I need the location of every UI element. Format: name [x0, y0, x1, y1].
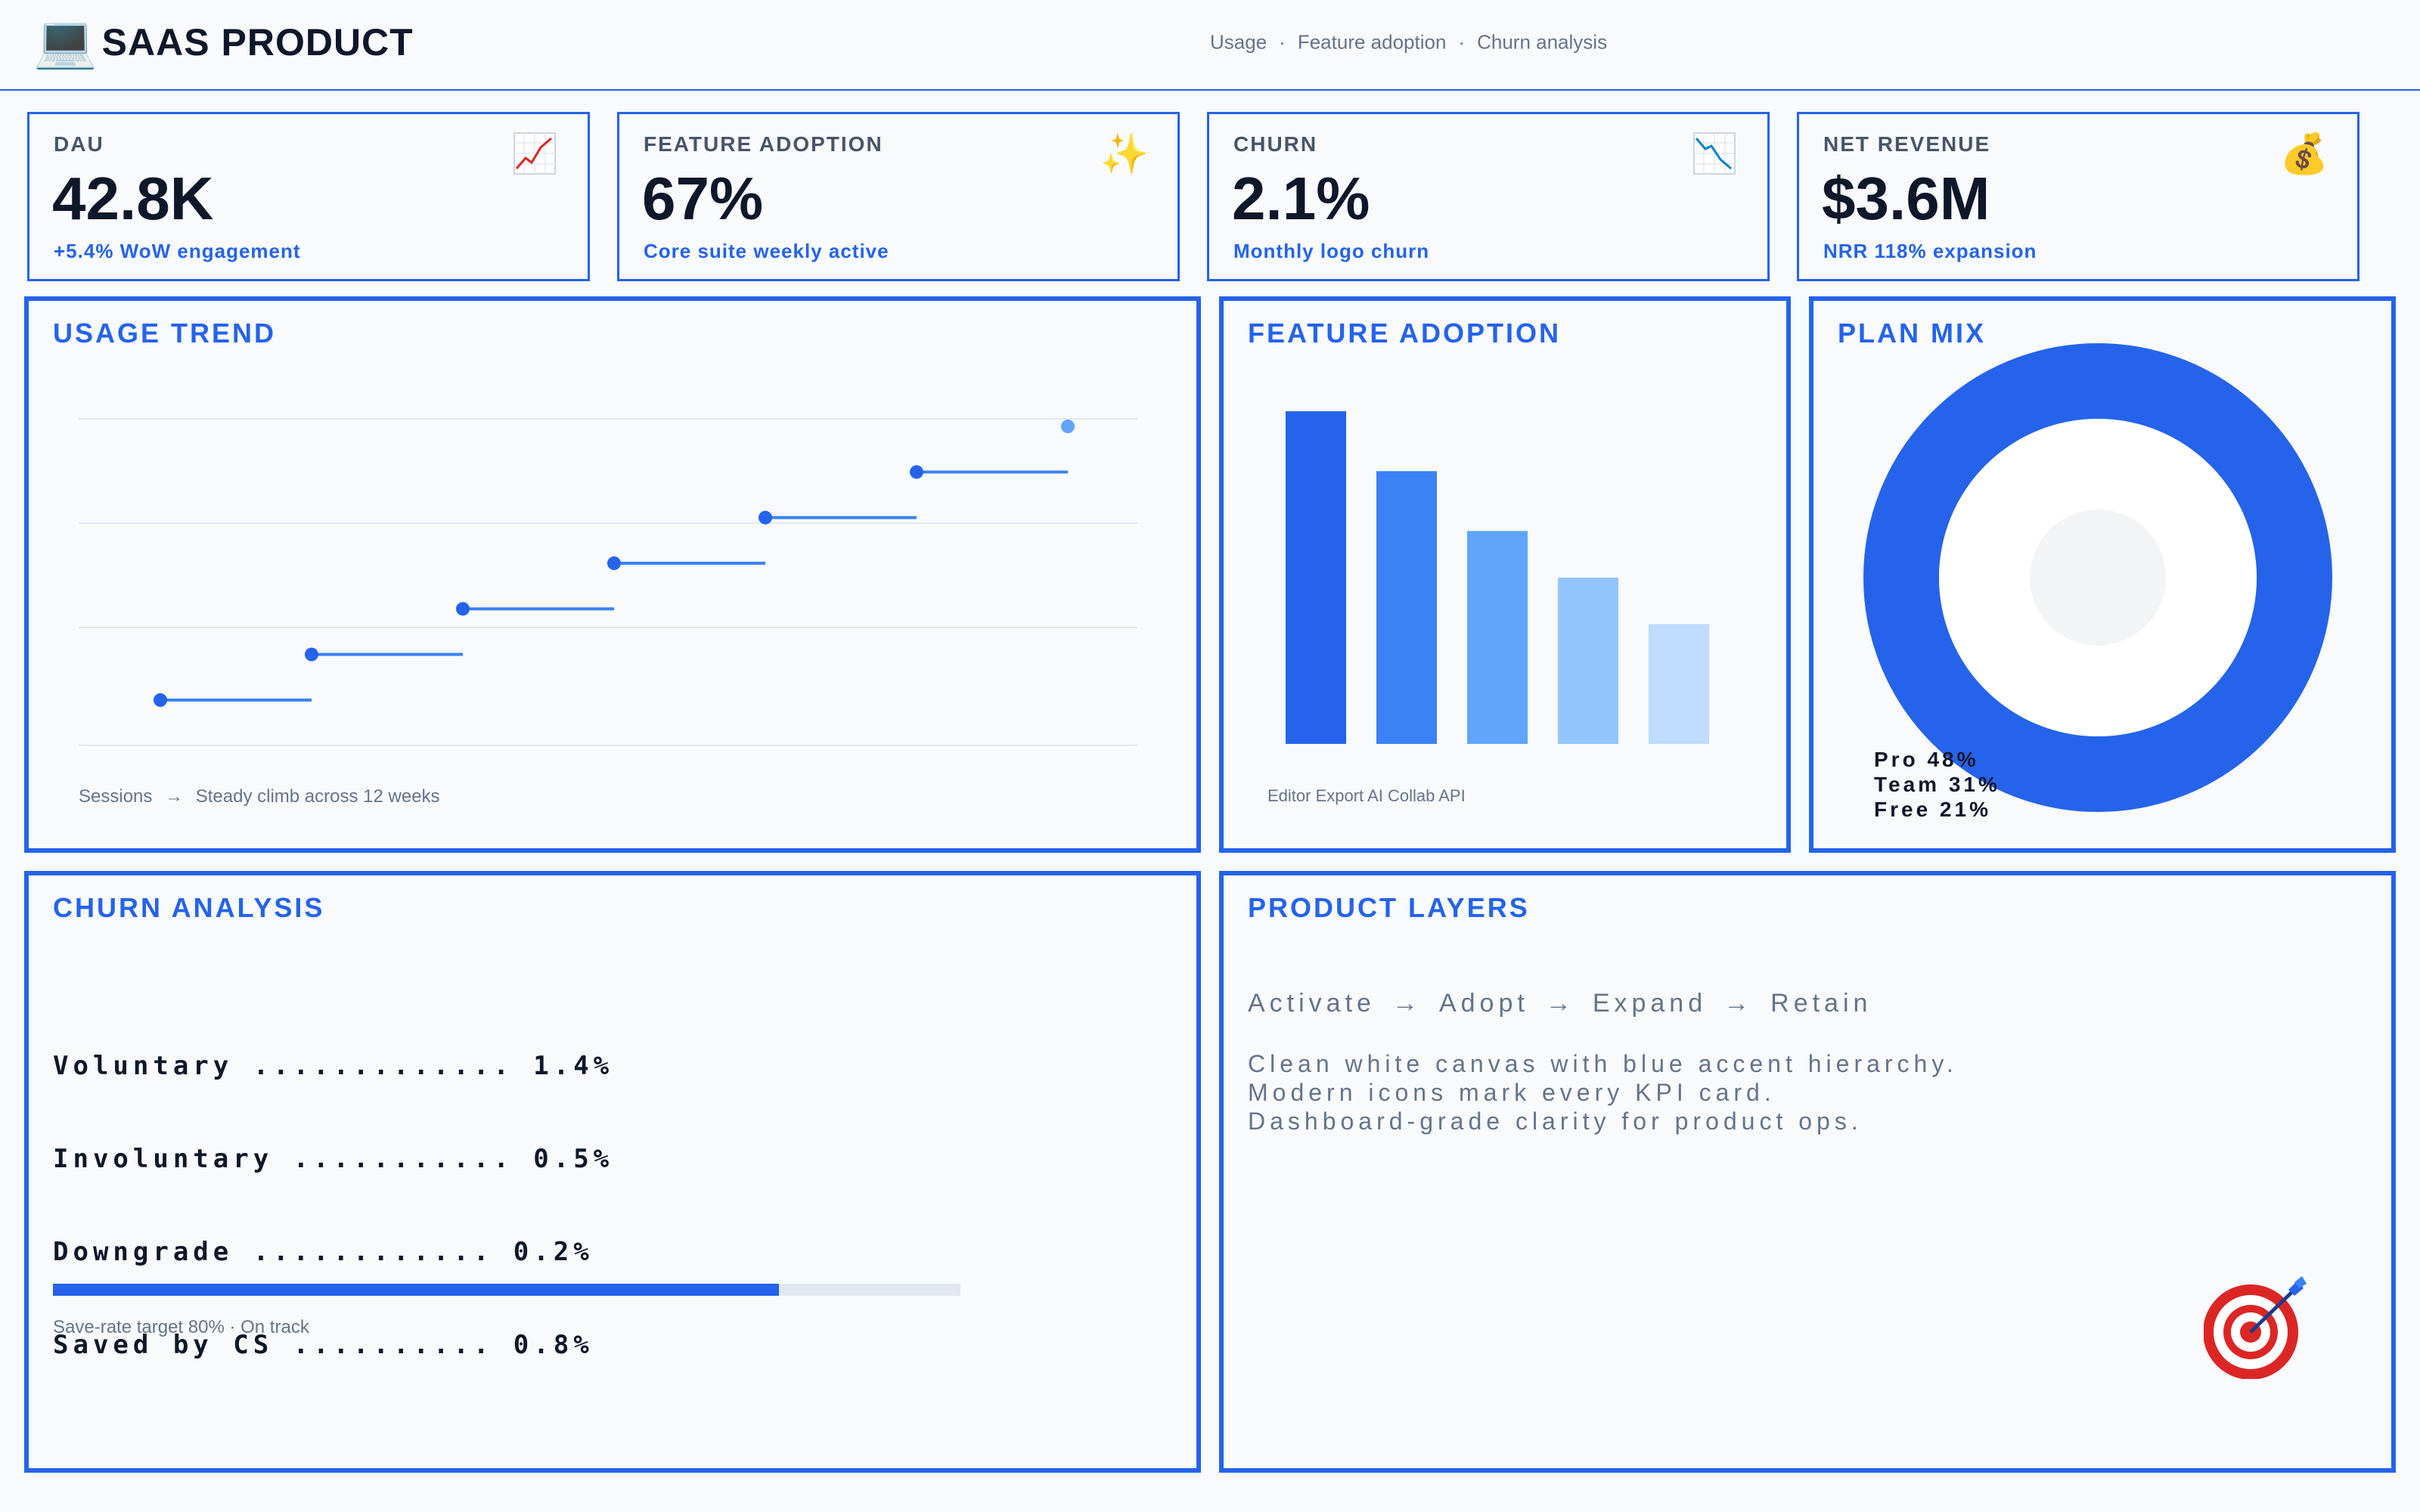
flow-step-activate: Activate	[1248, 989, 1376, 1018]
data-point	[910, 465, 923, 479]
churn-row-involuntary: Involuntary ........... 0.5%	[53, 1144, 614, 1174]
kpi-label: FEATURE ADOPTION	[644, 132, 883, 156]
bar-editor	[1286, 411, 1346, 744]
description-line: Clean white canvas with blue accent hier…	[1248, 1050, 1958, 1077]
bar-api	[1649, 624, 1709, 744]
app-title: SAAS PRODUCT	[101, 21, 414, 64]
donut-ring	[1863, 343, 2332, 812]
money-bag-icon: 💰	[2279, 131, 2329, 177]
kpi-label: CHURN	[1233, 132, 1318, 156]
kpi-value: 42.8K	[52, 165, 214, 232]
flow-step-adopt: Adopt	[1438, 989, 1529, 1018]
nav-separator: ·	[1279, 30, 1286, 54]
laptop-icon: 💻	[33, 12, 98, 72]
churn-breakdown-list: Voluntary ............. 1.4% Involuntary…	[53, 989, 613, 1423]
arrow-right-icon: →	[1392, 989, 1423, 1018]
sparkles-icon: ✨	[1100, 131, 1150, 177]
legend-item-team: Team 31%	[1874, 773, 2000, 796]
usage-trend-chart	[79, 418, 1137, 746]
series-label: Sessions	[79, 786, 153, 807]
panel-title: CHURN ANALYSIS	[53, 892, 325, 923]
product-layers-panel: PRODUCT LAYERS Activate → Adopt → Expand → Ret…	[1219, 871, 2396, 1473]
bar-collab	[1558, 578, 1618, 744]
churn-row-voluntary: Voluntary ............. 1.4%	[53, 1051, 614, 1081]
kpi-subtext: +5.4% WoW engagement	[54, 240, 301, 262]
feature-adoption-panel: FEATURE ADOPTION Editor Export AI Collab…	[1219, 296, 1791, 853]
nav-bar: Usage · Feature adoption · Churn analysis	[1210, 31, 1607, 54]
usage-trend-panel: USAGE TREND Sessions → Steady climb acro…	[24, 296, 1201, 853]
panel-description: Clean white canvas with blue accent hier…	[1248, 1049, 1958, 1136]
nav-item-churn-analysis[interactable]: Churn analysis	[1477, 30, 1608, 54]
chart-increasing-icon	[512, 131, 557, 176]
data-point	[1061, 420, 1075, 433]
flow-step-retain: Retain	[1770, 989, 1872, 1018]
plan-mix-donut	[1863, 343, 2332, 812]
kpi-subtext: NRR 118% expansion	[1823, 240, 2037, 262]
kpi-subtext: Monthly logo churn	[1233, 240, 1430, 262]
data-point	[607, 556, 621, 570]
churn-analysis-panel: CHURN ANALYSIS Voluntary ............. 1…	[24, 871, 1201, 1473]
bar-category-labels: Editor Export AI Collab API	[1267, 786, 1466, 805]
data-point	[305, 647, 318, 662]
panel-title: USAGE TREND	[53, 318, 277, 349]
legend-item-free: Free 21%	[1874, 798, 1991, 821]
feature-adoption-chart	[1286, 411, 1709, 744]
kpi-label: NET REVENUE	[1823, 132, 1991, 156]
plan-mix-panel: PLAN MIX Pro 48% Team 31% Free 21%	[1809, 296, 2396, 853]
kpi-label: DAU	[54, 132, 104, 156]
header: 💻 SAAS PRODUCT Usage · Feature adoption · Ch…	[0, 0, 2420, 91]
target-icon	[2203, 1273, 2310, 1380]
kpi-subtext: Core suite weekly active	[644, 240, 889, 262]
usage-caption: Sessions → Steady climb across 12 weeks	[79, 786, 440, 807]
kpi-value: 2.1%	[1232, 165, 1370, 232]
nav-item-feature-adoption[interactable]: Feature adoption	[1297, 30, 1447, 54]
save-rate-progress	[53, 1284, 960, 1296]
kpi-card-dau[interactable]: DAU 42.8K +5.4% WoW engagement	[27, 112, 590, 281]
donut-center	[2030, 510, 2166, 646]
data-point	[759, 510, 772, 525]
panel-title: PLAN MIX	[1838, 318, 1987, 349]
legend-item-pro: Pro 48%	[1874, 748, 1979, 771]
nav-separator: ·	[1458, 30, 1466, 54]
bar-export	[1376, 471, 1437, 744]
bar-ai	[1467, 531, 1528, 744]
arrow-right-icon: →	[1723, 989, 1754, 1018]
kpi-card-net-revenue[interactable]: NET REVENUE $3.6M NRR 118% expansion 💰	[1797, 112, 2360, 281]
caption-text: Steady climb across 12 weeks	[195, 786, 440, 807]
description-line: Dashboard-grade clarity for product ops.	[1248, 1108, 1863, 1135]
panel-title: FEATURE ADOPTION	[1248, 318, 1561, 349]
kpi-card-feature-adoption[interactable]: FEATURE ADOPTION 67% Core suite weekly a…	[617, 112, 1180, 281]
plan-mix-legend: Pro 48% Team 31% Free 21%	[1874, 747, 2000, 822]
nav-item-usage[interactable]: Usage	[1210, 30, 1267, 54]
brand[interactable]: 💻 SAAS PRODUCT	[33, 17, 414, 68]
panel-title: PRODUCT LAYERS	[1248, 892, 1530, 923]
kpi-value: $3.6M	[1822, 165, 1990, 232]
data-point	[456, 602, 470, 616]
churn-row-saved-by-cs: Saved by CS .......... 0.8%	[53, 1330, 594, 1360]
arrow-right-icon: →	[1545, 989, 1576, 1018]
data-point	[154, 693, 167, 707]
kpi-value: 67%	[642, 165, 764, 232]
arrow-right-icon: →	[165, 786, 184, 807]
flow-step-expand: Expand	[1592, 989, 1708, 1018]
lifecycle-flow: Activate → Adopt → Expand → Retain	[1248, 989, 1872, 1018]
churn-row-downgrade: Downgrade ............ 0.2%	[53, 1237, 594, 1267]
progress-caption: Save-rate target 80% · On track	[53, 1317, 309, 1337]
chart-decreasing-icon	[1692, 131, 1737, 176]
kpi-card-churn[interactable]: CHURN 2.1% Monthly logo churn	[1207, 112, 1770, 281]
progress-fill	[53, 1284, 779, 1296]
description-line: Modern icons mark every KPI card.	[1248, 1079, 1776, 1106]
